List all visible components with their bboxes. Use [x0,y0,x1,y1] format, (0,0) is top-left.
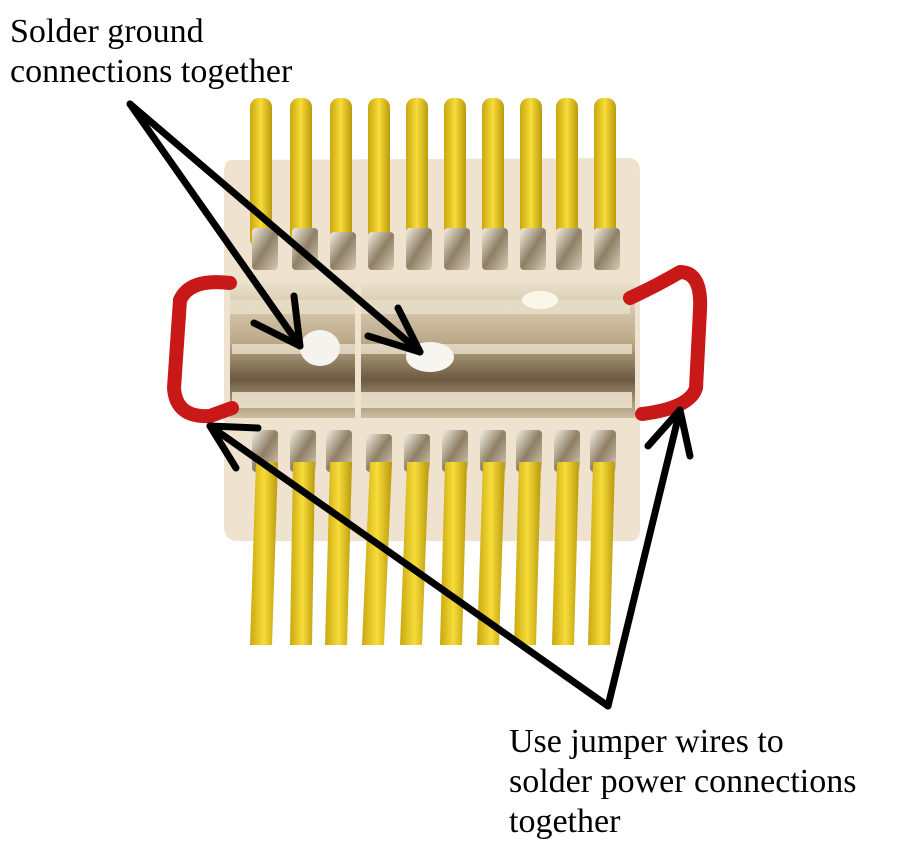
ground-annotation-line-2: connections together [10,53,293,90]
jumper-wire-right [623,265,708,421]
jumper-wire-left [167,275,239,424]
top-solder-pads [252,228,620,270]
bottom-solder-pads [252,430,616,472]
ground-annotation-line-1: Solder ground [10,13,204,50]
arrow-icon [206,422,612,710]
top-wire-bundle [250,98,616,248]
power-annotation-line-2: solder power connections [509,763,857,800]
power-annotation-line-3: together [509,803,621,840]
ground-arrows [126,100,424,356]
power-annotation-line-1: Use jumper wires to [509,723,784,760]
arrow-icon [126,100,424,356]
ground-annotation: Solder ground connections together [10,12,292,92]
arrow-icon [604,406,694,710]
arrow-icon [126,100,304,350]
power-arrows [206,406,694,710]
power-annotation: Use jumper wires to solder power connect… [509,722,856,842]
